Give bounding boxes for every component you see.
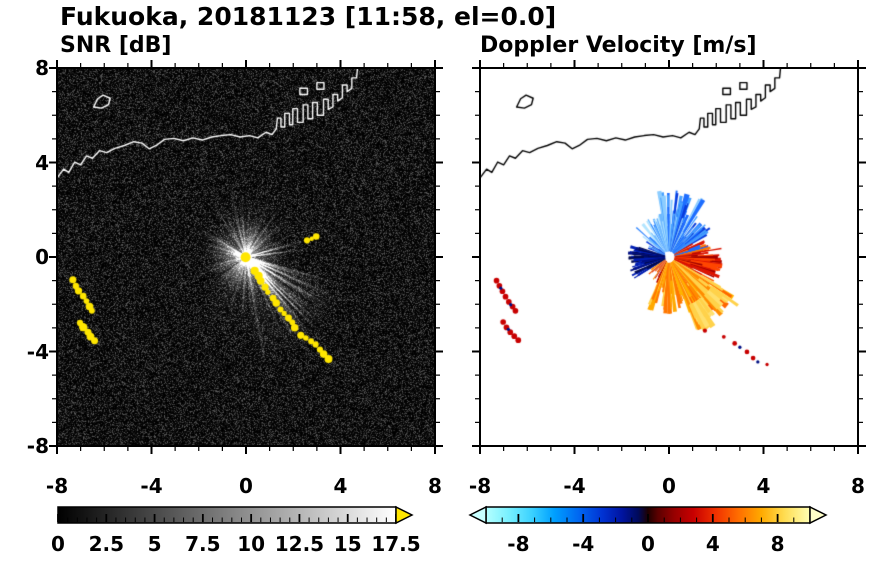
snr-colorbar-tick-label: 10 (237, 532, 266, 556)
doppler-x-tick-label: 0 (662, 474, 676, 498)
snr-y-tick-label: 8 (35, 56, 49, 80)
snr-colorbar-tick-label: 7.5 (185, 532, 221, 556)
doppler-x-tick-label: 4 (756, 474, 771, 498)
snr-x-tick-label: 8 (428, 474, 442, 498)
doppler-colorbar-tick-label: -8 (507, 532, 530, 556)
snr-panel-title: SNR [dB] (60, 33, 172, 58)
doppler-colorbar (468, 505, 828, 525)
doppler-colorbar-tick-label: 4 (705, 532, 720, 556)
snr-x-tick-label: -8 (45, 474, 69, 498)
doppler-panel-title: Doppler Velocity [m/s] (480, 33, 757, 58)
snr-colorbar-tick-label: 2.5 (88, 532, 124, 556)
snr-y-tick-label: -4 (26, 339, 49, 364)
figure-title: Fukuoka, 20181123 [11:58, el=0.0] (60, 2, 557, 31)
snr-x-tick-label: 0 (239, 474, 253, 498)
snr-colorbar (57, 505, 414, 525)
snr-x-tick-label: -4 (140, 474, 163, 498)
snr-colorbar-tick-label: 15 (333, 532, 362, 556)
snr-colorbar-tick-label: 12.5 (274, 532, 325, 556)
snr-y-tick-label: 4 (35, 150, 49, 175)
doppler-colorbar-tick-label: -4 (572, 532, 595, 556)
snr-colorbar-tick-label: 17.5 (371, 532, 421, 556)
doppler-x-tick-label: -4 (563, 474, 586, 498)
snr-y-tick-label: -8 (26, 434, 49, 458)
snr-plot-canvas (57, 68, 435, 446)
snr-colorbar-tick-label: 0 (51, 532, 65, 556)
snr-x-tick-label: 4 (333, 474, 348, 498)
doppler-colorbar-tick-label: 0 (641, 532, 655, 556)
snr-y-tick-label: 0 (35, 245, 49, 269)
doppler-x-tick-label: -8 (468, 474, 492, 498)
doppler-plot-canvas (480, 68, 858, 446)
doppler-colorbar-tick-label: 8 (770, 532, 785, 556)
snr-colorbar-tick-label: 5 (147, 532, 162, 556)
doppler-x-tick-label: 8 (851, 474, 865, 498)
